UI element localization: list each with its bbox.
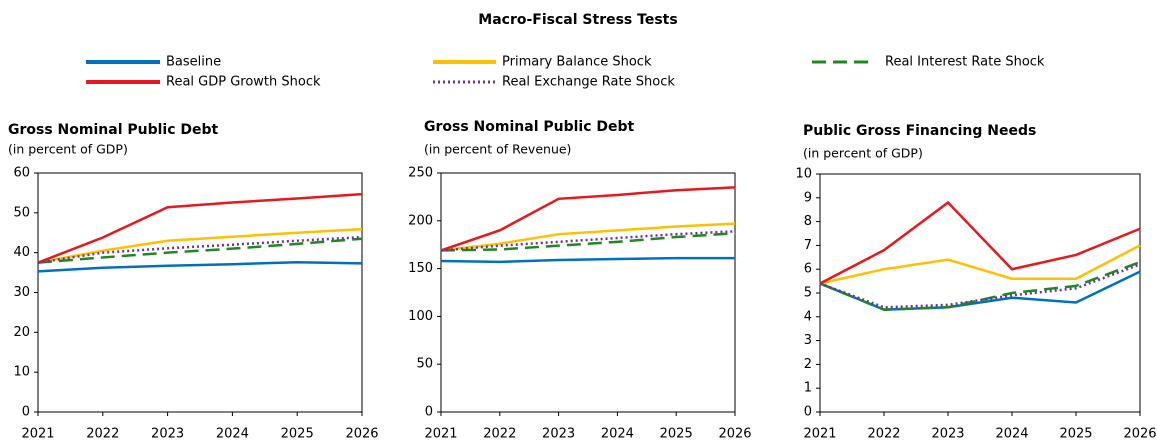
series-line (37, 192, 363, 264)
y-tick-label: 40 (13, 245, 30, 260)
x-tick-label: 2022 (483, 427, 516, 442)
y-tick-label: 60 (13, 166, 30, 181)
y-tick-label: 8 (804, 214, 812, 229)
x-tick-label: 2021 (424, 427, 457, 442)
y-tick-label: 4 (804, 309, 812, 324)
series-line (819, 263, 1141, 309)
series-line (819, 200, 1141, 285)
x-tick-label: 2021 (21, 427, 54, 442)
y-tick-label: 5 (804, 286, 812, 301)
y-tick-label: 1 (804, 381, 812, 396)
y-tick-label: 150 (408, 261, 433, 276)
series-line (440, 230, 736, 252)
y-tick-label: 50 (13, 205, 30, 220)
legend-label: Baseline (166, 55, 221, 70)
y-tick-label: 2 (804, 357, 812, 372)
y-tick-label: 9 (804, 190, 812, 205)
chart-title: Gross Nominal Public Debt (424, 119, 635, 135)
legend-label: Real Interest Rate Shock (885, 55, 1045, 70)
y-tick-label: 30 (13, 285, 30, 300)
y-tick-label: 50 (416, 357, 433, 372)
y-tick-label: 10 (795, 167, 812, 182)
series-line (819, 270, 1141, 311)
series-line (819, 260, 1141, 311)
y-tick-label: 0 (22, 405, 30, 420)
figure-title: Macro-Fiscal Stress Tests (478, 12, 677, 28)
x-tick-label: 2022 (867, 427, 900, 442)
chart-subtitle: (in percent of Revenue) (424, 142, 571, 157)
x-tick-label: 2025 (1059, 427, 1092, 442)
y-tick-label: 7 (804, 238, 812, 253)
chart-subtitle: (in percent of GDP) (803, 146, 923, 161)
y-tick-label: 200 (408, 213, 433, 228)
y-tick-label: 3 (804, 333, 812, 348)
x-tick-label: 2023 (931, 427, 964, 442)
chart-subtitle: (in percent of GDP) (8, 142, 128, 157)
plot-frame (440, 172, 736, 413)
x-tick-label: 2025 (660, 427, 693, 442)
chart-title: Public Gross Financing Needs (803, 123, 1036, 139)
x-tick-label: 2024 (995, 427, 1028, 442)
x-tick-label: 2025 (281, 427, 314, 442)
x-tick-label: 2026 (1123, 427, 1156, 442)
plot-frame (37, 172, 363, 413)
x-tick-label: 2022 (86, 427, 119, 442)
legend-label: Real GDP Growth Shock (166, 75, 321, 90)
y-tick-label: 6 (804, 262, 812, 277)
series-line (37, 227, 363, 264)
x-tick-label: 2023 (151, 427, 184, 442)
y-tick-label: 0 (425, 405, 433, 420)
legend-label: Primary Balance Shock (502, 55, 652, 70)
y-tick-label: 100 (408, 309, 433, 324)
chart-title: Gross Nominal Public Debt (8, 122, 219, 138)
x-tick-label: 2024 (601, 427, 634, 442)
y-tick-label: 20 (13, 325, 30, 340)
series-line (440, 186, 736, 252)
x-tick-label: 2026 (718, 427, 751, 442)
series-line (819, 244, 1141, 285)
series-line (440, 222, 736, 252)
plot-frame (819, 173, 1141, 413)
legend-label: Real Exchange Rate Shock (502, 75, 675, 90)
x-tick-label: 2024 (216, 427, 249, 442)
series-line (37, 260, 363, 273)
x-tick-label: 2021 (803, 427, 836, 442)
x-tick-label: 2026 (345, 427, 378, 442)
series-line (440, 231, 736, 252)
y-tick-label: 0 (804, 405, 812, 420)
series-line (440, 256, 735, 264)
y-tick-label: 10 (13, 365, 30, 380)
series-line (37, 235, 363, 264)
series-line (37, 237, 363, 264)
y-tick-label: 250 (408, 166, 433, 181)
x-tick-label: 2023 (542, 427, 575, 442)
